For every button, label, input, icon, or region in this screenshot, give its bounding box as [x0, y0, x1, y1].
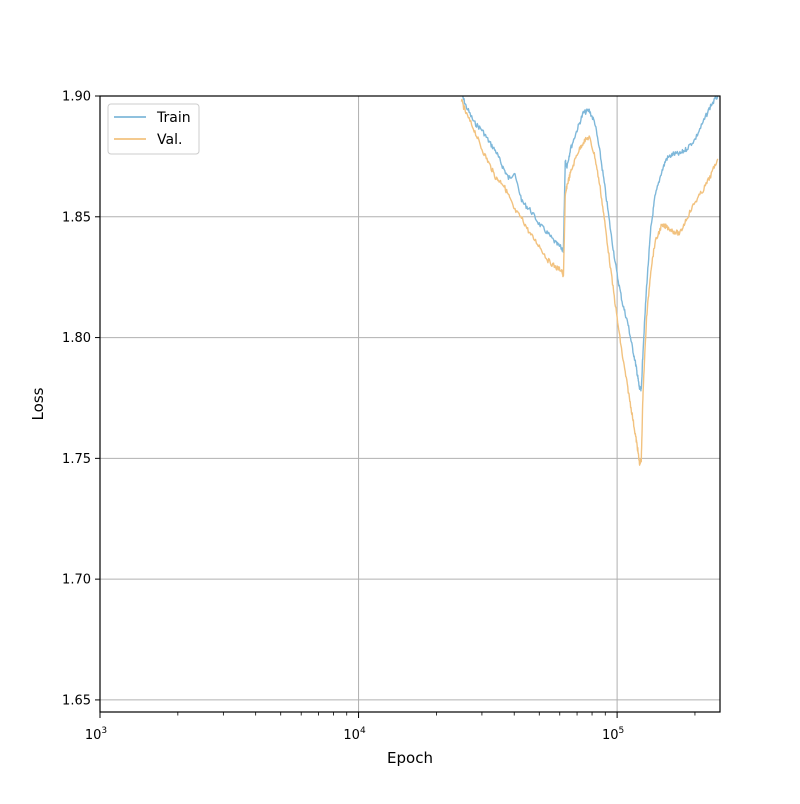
x-tick-label-base: 10 — [85, 728, 102, 743]
x-tick-label: 105 — [602, 726, 624, 743]
x-axis-label: Epoch — [387, 749, 433, 767]
x-tick-label: 103 — [85, 726, 107, 743]
x-tick-label-base: 10 — [343, 728, 360, 743]
series-line-train — [462, 96, 719, 392]
grid-layer — [99, 95, 720, 712]
legend: Train Val. — [107, 103, 200, 155]
series-layer — [460, 96, 719, 466]
legend-label: Train — [156, 110, 191, 126]
x-tick-label-exponent: 5 — [619, 726, 625, 736]
x-tick-label-exponent: 3 — [101, 726, 107, 736]
x-tick-label-exponent: 4 — [360, 726, 366, 736]
y-tick-label: 1.65 — [62, 693, 91, 708]
y-tick-label: 1.85 — [62, 210, 91, 225]
x-tick-label-base: 10 — [602, 728, 619, 743]
y-tick-label: 1.75 — [62, 452, 91, 467]
series-line-val — [460, 98, 719, 466]
x-tick-label: 104 — [343, 726, 366, 743]
y-axis-label: Loss — [29, 387, 47, 420]
y-tick-label: 1.70 — [62, 573, 91, 588]
y-tick-label: 1.90 — [62, 90, 91, 105]
plot-frame — [99, 95, 721, 713]
legend-label: Val. — [157, 132, 182, 148]
y-tick-label: 1.80 — [62, 331, 91, 346]
